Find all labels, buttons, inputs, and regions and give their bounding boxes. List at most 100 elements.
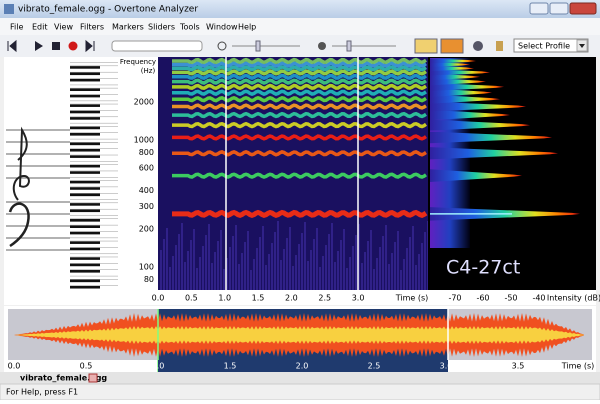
spectrum-peak — [430, 119, 530, 131]
noise — [280, 260, 282, 290]
close-button[interactable] — [569, 2, 597, 15]
contrast-thumb[interactable] — [346, 40, 352, 52]
noise — [352, 246, 354, 290]
frequency-tick-label: 1000 — [134, 136, 154, 145]
forward-button[interactable] — [85, 39, 95, 53]
black-key — [70, 104, 100, 107]
minimize-button[interactable] — [529, 2, 549, 15]
noise — [406, 248, 408, 290]
spectrum-peak — [430, 82, 504, 91]
status-bar — [0, 383, 600, 401]
waveform-core — [14, 326, 584, 344]
noise — [241, 253, 243, 290]
view-toggle[interactable] — [440, 38, 464, 54]
spectrum-peak — [430, 169, 522, 183]
noise — [331, 223, 333, 290]
noise — [337, 251, 339, 290]
frequency-tick-label: 300 — [139, 202, 154, 211]
menu-item[interactable]: File — [10, 23, 23, 32]
noise — [235, 225, 237, 290]
time-tick-label: 0.5 — [185, 294, 198, 303]
harmonic-trace — [172, 95, 427, 103]
brightness-thumb[interactable] — [255, 40, 261, 52]
overview-time-axis: 0.0 0.5 1.0 1.5 2.0 2.5 3.0 3.5 Time (s) — [8, 362, 595, 371]
menu-item[interactable]: Help — [238, 23, 256, 32]
view-toggle[interactable] — [414, 38, 438, 54]
noise — [361, 263, 363, 290]
overview-waveform — [14, 313, 584, 357]
harmonic-trace — [172, 65, 428, 72]
staff — [6, 126, 70, 251]
noise — [208, 224, 210, 290]
status-text: For Help, press F1 — [6, 388, 78, 397]
spectrum-peak — [430, 62, 470, 68]
harmonic-trace — [172, 61, 428, 68]
noise — [274, 232, 276, 290]
noise — [310, 250, 312, 290]
spectrum-peak — [430, 101, 526, 112]
noise — [193, 229, 195, 290]
overview-tick-label: 1.5 — [224, 362, 237, 371]
file-tab[interactable]: vibrato_female.ogg — [20, 374, 107, 383]
spectrum-peak — [430, 73, 480, 81]
harmonic-trace — [172, 89, 427, 96]
title-bar — [0, 0, 600, 18]
noise — [190, 240, 192, 290]
spectrogram-content — [160, 57, 429, 290]
noise — [376, 258, 378, 290]
noise — [286, 238, 288, 290]
piano-keyboard — [70, 62, 118, 289]
menu-item[interactable]: Filters — [80, 23, 104, 32]
harmonic-trace — [172, 73, 428, 81]
time-axis: 0.0 0.5 1.0 1.5 2.0 2.5 3.0 Time (s) -70 -60 -50 -4… — [152, 294, 600, 303]
menu-item[interactable]: Edit — [32, 23, 48, 32]
spectrum-peak — [430, 65, 474, 72]
noise — [385, 225, 387, 290]
menu-item[interactable]: Sliders — [148, 23, 175, 32]
time-tick-label: 2.0 — [285, 294, 298, 303]
maximize-button[interactable] — [549, 2, 569, 15]
profile-select[interactable] — [513, 38, 589, 53]
noise — [346, 268, 348, 290]
noise — [349, 257, 351, 290]
menu-item[interactable]: Window — [206, 23, 238, 32]
menu-item[interactable]: Tools — [179, 23, 200, 32]
rewind-button[interactable] — [7, 39, 17, 53]
noise — [283, 249, 285, 290]
time-tick-label: 3.0 — [352, 294, 365, 303]
play-button[interactable] — [35, 41, 43, 51]
frequency-axis-unit: (Hz) — [141, 67, 156, 75]
noise — [187, 251, 189, 290]
noise — [232, 236, 234, 290]
noise — [400, 270, 402, 290]
stop-button[interactable] — [52, 42, 60, 50]
noise — [412, 226, 414, 290]
noise — [259, 237, 261, 290]
intensity-tick-label: -60 — [476, 294, 489, 303]
noise — [343, 229, 345, 290]
menu-item[interactable]: Markers — [112, 23, 144, 32]
noise — [355, 235, 357, 290]
pitch-label: C4-27ct — [446, 257, 520, 279]
black-key — [70, 187, 100, 190]
black-key — [70, 263, 100, 267]
black-key — [70, 241, 100, 244]
menu-item[interactable]: View — [54, 23, 73, 32]
noise — [319, 267, 321, 290]
harmonic-trace — [172, 134, 428, 141]
noise — [223, 269, 225, 290]
harmonic-trace — [172, 209, 428, 218]
spectrum-peak — [430, 131, 552, 144]
noise — [418, 254, 420, 290]
record-button[interactable] — [68, 41, 78, 51]
noise — [229, 247, 231, 290]
black-key — [70, 94, 100, 98]
black-key — [70, 142, 100, 146]
settings-button[interactable] — [473, 41, 483, 51]
noise — [325, 245, 327, 290]
app-icon — [4, 4, 14, 14]
tab-close[interactable] — [88, 373, 98, 383]
black-key — [70, 126, 100, 130]
frequency-tick-label: 800 — [139, 148, 154, 157]
